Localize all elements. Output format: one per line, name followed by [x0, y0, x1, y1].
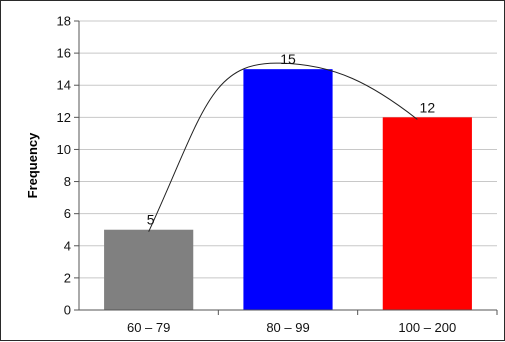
- y-axis-title: Frequency: [25, 132, 40, 199]
- trend-curve: [148, 62, 418, 232]
- y-tick-label: 8: [64, 174, 71, 189]
- x-tick-label: 60 – 79: [127, 320, 170, 335]
- y-tick-label: 18: [57, 14, 71, 29]
- y-tick-label: 2: [64, 270, 71, 285]
- x-tick-label: 100 – 200: [398, 320, 456, 335]
- y-tick-label: 4: [64, 238, 71, 253]
- data-labels: 5 15 12: [147, 51, 436, 228]
- axes: [74, 20, 498, 315]
- bar-3: [382, 117, 472, 310]
- bar-2: [243, 69, 333, 311]
- data-label: 5: [147, 212, 155, 228]
- y-tick-label: 0: [64, 303, 71, 318]
- x-tick-labels: 60 – 79 80 – 99 100 – 200: [127, 320, 456, 335]
- y-tick-label: 12: [57, 110, 71, 125]
- bar-1: [104, 229, 194, 310]
- y-tick-labels: 0 2 4 6 8 10 12 14 16 18: [57, 14, 71, 318]
- data-label: 15: [280, 51, 296, 67]
- x-tick-label: 80 – 99: [266, 320, 309, 335]
- bars: [104, 69, 472, 311]
- y-tick-label: 16: [57, 46, 71, 61]
- y-tick-label: 6: [64, 206, 71, 221]
- y-tick-label: 14: [57, 78, 71, 93]
- data-label: 12: [420, 99, 436, 115]
- y-tick-label: 10: [57, 142, 71, 157]
